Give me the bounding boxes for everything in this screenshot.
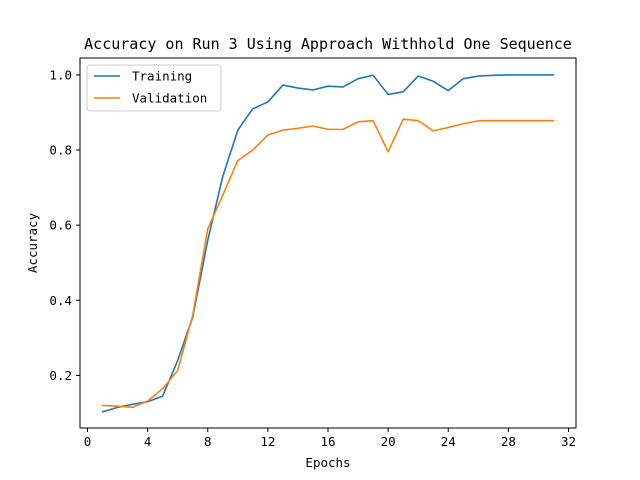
x-tick-label: 28 <box>501 434 516 449</box>
y-tick-label: 0.6 <box>49 218 72 233</box>
series-line-training <box>101 74 555 413</box>
plot-frame <box>79 57 577 429</box>
x-tick-label: 8 <box>204 434 212 449</box>
y-tick-label: 0.8 <box>49 143 72 158</box>
x-tick-label: 16 <box>320 434 335 449</box>
x-tick-label: 12 <box>260 434 275 449</box>
x-axis-label: Epochs <box>305 455 350 470</box>
x-tick-label: 20 <box>381 434 396 449</box>
x-axis-ticks: 0 4 8 12 16 20 24 28 32 <box>84 428 576 449</box>
y-axis-ticks: 0.2 0.4 0.6 0.8 1.0 <box>49 67 80 383</box>
legend-label-training: Training <box>132 69 192 84</box>
legend: Training Validation <box>86 64 222 112</box>
x-tick-label: 4 <box>144 434 152 449</box>
series-line-validation <box>101 118 555 409</box>
chart-title: Accuracy on Run 3 Using Approach Withhol… <box>84 35 572 53</box>
x-tick-label: 0 <box>84 434 92 449</box>
x-tick-label: 24 <box>441 434 456 449</box>
y-axis-label: Accuracy <box>25 212 40 273</box>
legend-label-validation: Validation <box>132 91 207 106</box>
legend-box <box>86 64 222 112</box>
y-tick-label: 0.4 <box>49 293 72 308</box>
y-tick-label: 1.0 <box>49 67 72 82</box>
series-layer <box>101 74 555 413</box>
y-tick-label: 0.2 <box>49 368 72 383</box>
x-tick-label: 32 <box>561 434 576 449</box>
